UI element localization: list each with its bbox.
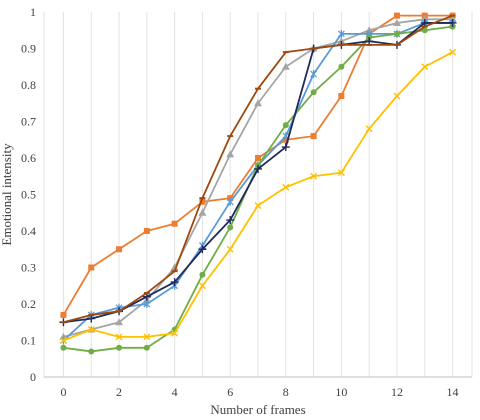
x-tick-label: 12: [391, 385, 403, 399]
data-point: [282, 122, 289, 129]
data-point: [393, 12, 400, 19]
data-point: [143, 228, 150, 234]
data-point: [60, 344, 67, 351]
data-point: [226, 150, 235, 158]
y-axis-label: Emotional intensity: [0, 143, 14, 246]
data-point: [392, 18, 401, 26]
data-point: [393, 30, 400, 37]
grid-lines: [43, 12, 473, 377]
series-7: [60, 14, 456, 324]
data-point: [115, 318, 124, 326]
x-tick-label: 2: [116, 385, 122, 399]
data-point: [143, 333, 151, 341]
data-point: [88, 348, 95, 355]
data-point: [115, 333, 123, 341]
y-tick-label: 0.8: [21, 78, 36, 92]
data-point: [198, 282, 206, 290]
data-point: [310, 70, 318, 79]
data-point: [337, 37, 346, 45]
y-tick-label: 1: [30, 5, 36, 19]
data-point: [449, 48, 457, 56]
data-point: [310, 172, 318, 180]
data-point: [338, 92, 345, 99]
data-point: [365, 125, 373, 133]
y-tick-label: 0.1: [21, 334, 36, 348]
data-point: [170, 278, 179, 287]
data-point: [337, 169, 345, 177]
data-point: [254, 164, 262, 173]
data-point: [59, 337, 67, 344]
y-tick-label: 0.7: [21, 115, 36, 129]
data-point: [171, 329, 179, 337]
x-tick-label: 14: [447, 385, 459, 399]
data-point: [281, 143, 290, 152]
y-tick-label: 0.6: [21, 151, 36, 165]
x-tick-label: 4: [172, 385, 178, 399]
data-point: [254, 99, 262, 107]
x-tick-labels: 0 2 4 6 8 10 12 14: [60, 385, 458, 399]
data-point: [226, 216, 235, 225]
data-point: [116, 344, 123, 351]
data-point: [198, 208, 207, 216]
data-point: [282, 183, 290, 191]
data-point: [198, 245, 207, 254]
data-point: [254, 201, 262, 209]
data-point: [199, 198, 206, 205]
y-tick-label: 0.4: [21, 224, 36, 238]
data-point: [227, 224, 234, 231]
data-point: [226, 197, 234, 206]
y-tick-label: 0.2: [21, 297, 36, 311]
data-point: [338, 63, 345, 70]
data-point: [337, 29, 345, 38]
data-point: [170, 263, 179, 271]
data-point: [171, 220, 178, 227]
data-point: [60, 311, 67, 318]
data-point: [143, 300, 151, 308]
x-tick-label: 6: [227, 385, 233, 399]
data-point: [255, 155, 261, 161]
x-axis-label: Number of frames: [210, 402, 305, 417]
y-tick-labels: 0 0.1 0.2 0.3 0.4 0.5 0.6 0.7 0.8 0.9 1: [21, 5, 36, 384]
data-point: [88, 264, 95, 271]
data-point: [421, 27, 428, 34]
x-tick-label: 0: [60, 385, 66, 399]
data-point: [421, 63, 429, 71]
y-tick-label: 0: [30, 370, 36, 384]
x-tick-label: 8: [283, 385, 289, 399]
data-point: [87, 326, 95, 334]
data-point: [143, 344, 150, 351]
y-tick-label: 0.3: [21, 261, 36, 275]
data-point: [116, 246, 123, 253]
data-point: [393, 92, 401, 100]
data-point: [310, 89, 317, 96]
series-5: [59, 48, 457, 344]
data-point: [281, 62, 290, 70]
y-tick-label: 0.5: [21, 188, 36, 202]
y-tick-label: 0.9: [21, 42, 36, 56]
data-point: [310, 133, 317, 140]
data-point: [226, 245, 234, 253]
data-point: [199, 271, 206, 278]
series-group: [59, 12, 457, 355]
x-tick-label: 10: [335, 385, 347, 399]
data-point: [448, 18, 457, 27]
